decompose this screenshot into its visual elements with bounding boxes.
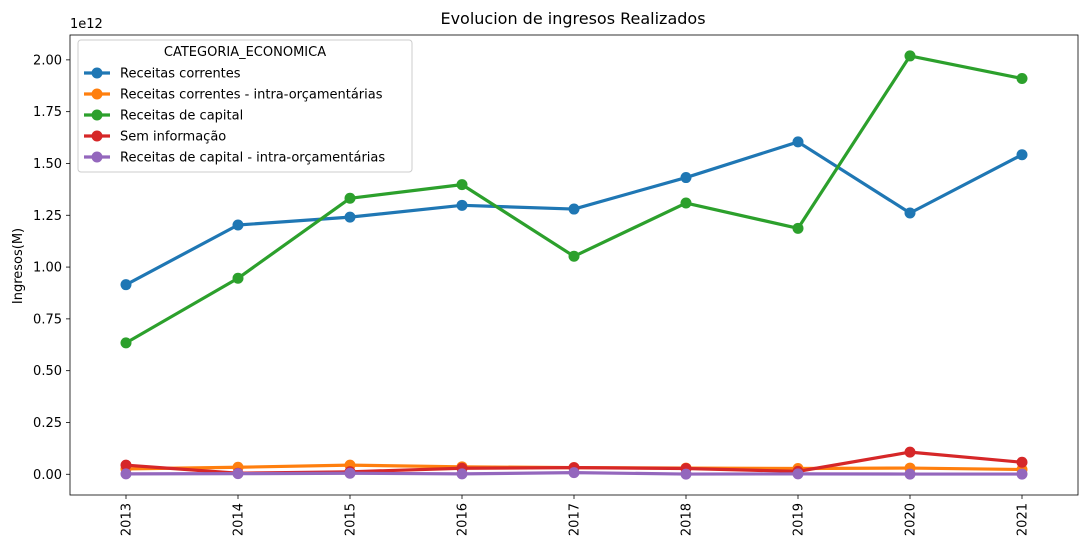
legend-label: Sem informação (120, 130, 226, 145)
data-point (120, 279, 132, 291)
data-point (904, 446, 916, 458)
x-tick-label: 2019 (792, 503, 807, 536)
data-point (232, 468, 244, 480)
data-point (568, 203, 580, 215)
x-tick-label: 2021 (1016, 503, 1031, 536)
data-point (344, 211, 356, 223)
y-offset-label: 1e12 (70, 17, 103, 32)
legend-item: Receitas de capital (84, 109, 243, 124)
y-tick-label: 1.75 (33, 105, 62, 120)
data-point (568, 250, 580, 262)
y-tick-label: 1.00 (33, 261, 62, 276)
data-point (120, 468, 132, 480)
legend-item: Receitas correntes (84, 67, 241, 82)
legend-label: Receitas de capital (120, 109, 243, 124)
data-point (904, 468, 916, 480)
y-tick-label: 1.25 (33, 209, 62, 224)
series-1 (120, 136, 1028, 291)
x-tick-label: 2016 (456, 503, 471, 536)
x-tick-label: 2017 (568, 503, 583, 536)
series-3 (120, 50, 1028, 349)
legend-swatch-marker (91, 130, 103, 142)
legend-title: CATEGORIA_ECONOMICA (164, 45, 326, 60)
series-5 (120, 467, 1028, 480)
x-tick-label: 2018 (680, 503, 695, 536)
legend-label: Receitas de capital - intra-orçamentária… (120, 151, 385, 166)
data-point (1016, 149, 1028, 161)
legend-label: Receitas correntes (120, 67, 241, 82)
data-point (232, 219, 244, 231)
legend-label: Receitas correntes - intra-orçamentárias (120, 88, 383, 103)
legend-swatch-marker (91, 88, 103, 100)
data-point (232, 272, 244, 284)
y-tick-label: 2.00 (33, 53, 62, 68)
y-axis-label: Ingresos(M) (11, 228, 26, 304)
legend-swatch-marker (91, 67, 103, 79)
y-tick-label: 0.25 (33, 416, 62, 431)
legend-box (77, 39, 413, 173)
y-tick-label: 0.75 (33, 312, 62, 327)
x-tick-label: 2013 (120, 503, 135, 536)
data-point (456, 179, 468, 191)
x-tick-label: 2015 (344, 503, 359, 536)
axes: 0.00 0.25 0.50 0.75 1.00 1.25 1.50 1.75 2.00 2013… (33, 34, 1079, 536)
y-tick-label: 1.50 (33, 157, 62, 172)
data-point (456, 199, 468, 211)
data-point (568, 467, 580, 479)
data-point (120, 459, 132, 471)
data-point (904, 207, 916, 219)
data-point (680, 468, 692, 480)
series-lines (120, 50, 1028, 480)
data-point (120, 337, 132, 349)
legend-item: Receitas de capital - intra-orçamentária… (84, 151, 385, 166)
data-point (344, 192, 356, 204)
data-point (792, 468, 804, 480)
x-tick-label: 2014 (232, 503, 247, 536)
data-point (456, 468, 468, 480)
chart-title: Evolucion de ingresos Realizados (440, 9, 705, 28)
legend: CATEGORIA_ECONOMICA Receitas correntes Rec… (77, 39, 413, 173)
data-point (904, 50, 916, 62)
data-point (792, 222, 804, 234)
y-tick-label: 0.50 (33, 364, 62, 379)
y-tick-label: 0.00 (33, 468, 62, 483)
data-point (1016, 468, 1028, 480)
legend-swatch-marker (91, 109, 103, 121)
data-point (1016, 456, 1028, 468)
data-point (792, 136, 804, 148)
legend-item: Receitas correntes - intra-orçamentárias (84, 88, 383, 103)
data-point (1016, 73, 1028, 85)
x-tick-label: 2020 (904, 503, 919, 536)
data-point (680, 197, 692, 209)
legend-swatch-marker (91, 151, 103, 163)
data-point (680, 172, 692, 184)
legend-item: Sem informação (84, 130, 226, 145)
data-point (344, 467, 356, 479)
